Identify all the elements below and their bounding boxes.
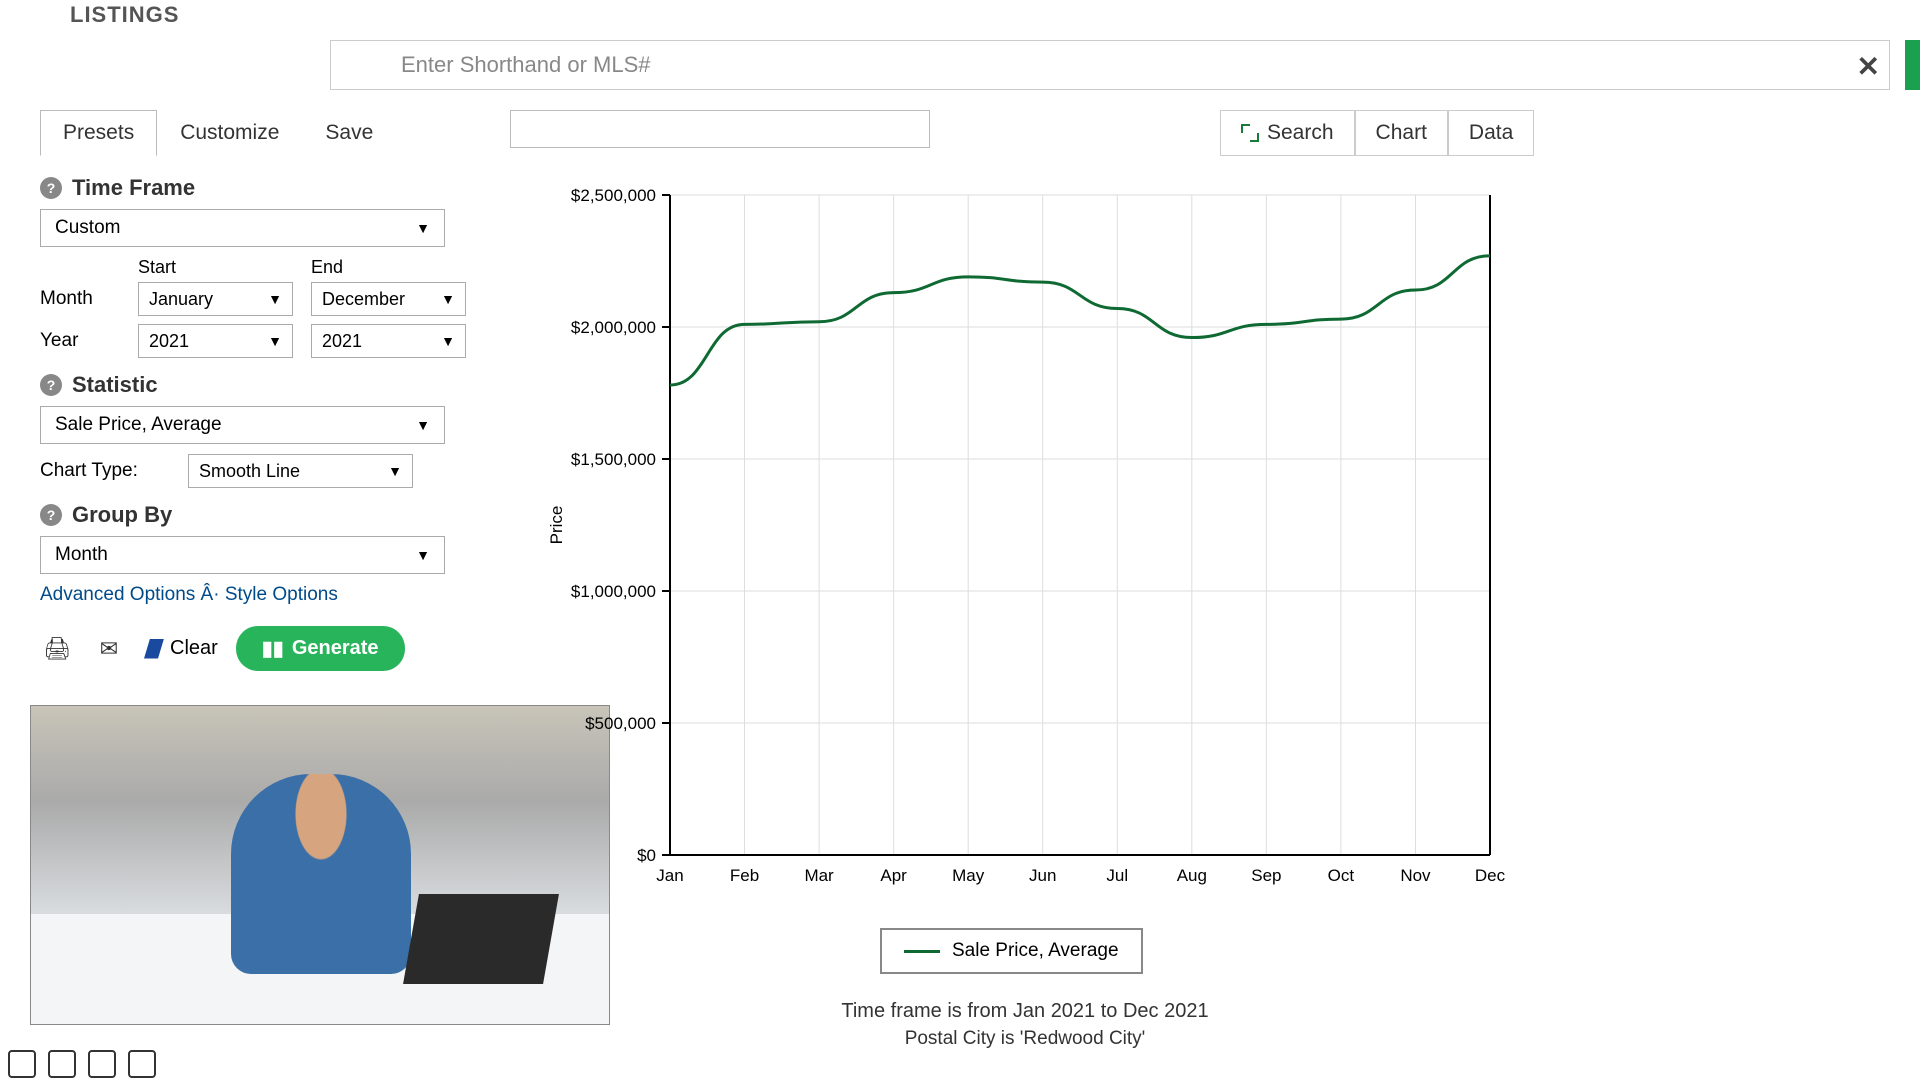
legend-swatch [904, 950, 940, 953]
email-icon[interactable]: ✉ [92, 632, 126, 666]
svg-text:Mar: Mar [804, 866, 834, 885]
separator: Â· [201, 584, 225, 605]
tab-save[interactable]: Save [302, 110, 396, 156]
end-year-value: 2021 [322, 331, 362, 352]
svg-text:Jan: Jan [656, 866, 683, 885]
clear-button[interactable]: Clear [144, 637, 218, 660]
svg-text:$2,000,000: $2,000,000 [571, 318, 656, 337]
svg-text:Price: Price [547, 506, 566, 545]
start-month-select[interactable]: January ▼ [138, 282, 293, 316]
chart-type-value: Smooth Line [199, 461, 300, 482]
os-taskbar [8, 1050, 156, 1078]
svg-text:Jun: Jun [1029, 866, 1056, 885]
clear-label: Clear [170, 637, 218, 660]
timeframe-title: Time Frame [72, 175, 195, 201]
statistic-select[interactable]: Sale Price, Average ▼ [40, 406, 445, 444]
timeframe-range-select[interactable]: Custom ▼ [40, 209, 445, 247]
svg-text:May: May [952, 866, 985, 885]
style-options-link[interactable]: Style Options [225, 584, 338, 605]
chevron-down-icon: ▼ [268, 333, 282, 349]
help-icon[interactable]: ? [40, 504, 62, 526]
expand-icon [1241, 124, 1259, 142]
start-year-value: 2021 [149, 331, 189, 352]
tab-chart[interactable]: Chart [1355, 110, 1448, 156]
svg-text:$1,000,000: $1,000,000 [571, 582, 656, 601]
help-icon[interactable]: ? [40, 374, 62, 396]
section-statistic: ? Statistic [40, 372, 485, 398]
tab-search-label: Search [1267, 121, 1334, 145]
generate-label: Generate [292, 637, 379, 660]
svg-text:Nov: Nov [1400, 866, 1431, 885]
help-icon[interactable]: ? [40, 177, 62, 199]
global-search-bar[interactable]: Enter Shorthand or MLS# [330, 40, 1890, 90]
global-search-placeholder: Enter Shorthand or MLS# [401, 52, 650, 78]
close-icon[interactable]: ✕ [1857, 50, 1880, 83]
end-month-value: December [322, 289, 405, 310]
tab-customize[interactable]: Customize [157, 110, 302, 156]
print-icon[interactable]: 🖨 [40, 632, 74, 666]
groupby-value: Month [55, 544, 108, 566]
chevron-down-icon: ▼ [441, 291, 455, 307]
end-month-select[interactable]: December ▼ [311, 282, 466, 316]
svg-text:Jul: Jul [1106, 866, 1128, 885]
chevron-down-icon: ▼ [268, 291, 282, 307]
chevron-down-icon: ▼ [441, 333, 455, 349]
chart-legend: Sale Price, Average [880, 928, 1143, 974]
timeframe-range-value: Custom [55, 217, 120, 239]
os-icon[interactable] [128, 1050, 156, 1078]
svg-text:Apr: Apr [880, 866, 907, 885]
end-year-select[interactable]: 2021 ▼ [311, 324, 466, 358]
svg-text:$1,500,000: $1,500,000 [571, 450, 656, 469]
chevron-down-icon: ▼ [416, 547, 430, 563]
start-label: Start [138, 257, 293, 278]
svg-text:Feb: Feb [730, 866, 759, 885]
chart-title-input[interactable] [510, 110, 930, 148]
groupby-title: Group By [72, 502, 172, 528]
legend-label: Sale Price, Average [952, 940, 1119, 962]
chevron-down-icon: ▼ [416, 220, 430, 236]
chevron-down-icon: ▼ [388, 463, 402, 479]
os-icon[interactable] [8, 1050, 36, 1078]
price-chart: $0 $500,000 $1,000,000 $1,500,000 $2,000,000… [540, 175, 1510, 935]
groupby-select[interactable]: Month ▼ [40, 536, 445, 574]
chart-type-select[interactable]: Smooth Line ▼ [188, 454, 413, 488]
end-label: End [311, 257, 343, 278]
search-submit-button[interactable] [1905, 40, 1920, 90]
generate-button[interactable]: ▮▮ Generate [236, 626, 405, 671]
month-label: Month [40, 288, 120, 310]
eraser-icon [144, 639, 164, 659]
tab-presets[interactable]: Presets [40, 110, 157, 156]
svg-text:$500,000: $500,000 [585, 714, 656, 733]
app-logo: LISTINGS [70, 2, 179, 28]
chevron-down-icon: ▼ [416, 417, 430, 433]
svg-text:Dec: Dec [1475, 866, 1506, 885]
os-icon[interactable] [88, 1050, 116, 1078]
svg-text:Aug: Aug [1177, 866, 1207, 885]
statistic-value: Sale Price, Average [55, 414, 222, 436]
section-timeframe: ? Time Frame [40, 175, 485, 201]
svg-text:$2,500,000: $2,500,000 [571, 186, 656, 205]
webcam-overlay [30, 705, 610, 1025]
svg-text:Oct: Oct [1328, 866, 1355, 885]
tab-data[interactable]: Data [1448, 110, 1534, 156]
tab-search[interactable]: Search [1220, 110, 1355, 156]
start-year-select[interactable]: 2021 ▼ [138, 324, 293, 358]
chart-type-label: Chart Type: [40, 460, 170, 482]
start-month-value: January [149, 289, 213, 310]
os-icon[interactable] [48, 1050, 76, 1078]
statistic-title: Statistic [72, 372, 158, 398]
chart-caption-timeframe: Time frame is from Jan 2021 to Dec 2021 [540, 1000, 1510, 1023]
chart-caption-filter: Postal City is 'Redwood City' [540, 1028, 1510, 1050]
advanced-options-link[interactable]: Advanced Options [40, 584, 195, 605]
svg-text:$0: $0 [637, 846, 656, 865]
section-groupby: ? Group By [40, 502, 485, 528]
svg-text:Sep: Sep [1251, 866, 1281, 885]
year-label: Year [40, 330, 120, 352]
chart-icon: ▮▮ [262, 636, 284, 661]
